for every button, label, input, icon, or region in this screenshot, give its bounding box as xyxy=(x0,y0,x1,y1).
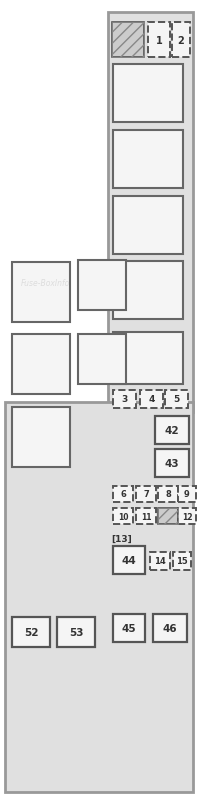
Bar xyxy=(158,486,178,502)
Text: 53: 53 xyxy=(69,627,83,638)
Bar xyxy=(140,391,163,408)
Text: 52: 52 xyxy=(24,627,38,638)
Text: 15: 15 xyxy=(176,557,188,565)
Text: 5: 5 xyxy=(173,395,180,404)
Bar xyxy=(165,391,188,408)
Bar xyxy=(155,416,189,444)
Bar xyxy=(113,196,183,255)
Text: 3: 3 xyxy=(121,395,128,404)
Bar xyxy=(57,618,95,647)
Text: Fuse-BoxInfo: Fuse-BoxInfo xyxy=(20,278,70,287)
Bar xyxy=(158,508,178,525)
Bar xyxy=(12,263,70,322)
Text: 43: 43 xyxy=(165,459,179,468)
Bar xyxy=(113,261,183,320)
Bar xyxy=(113,508,133,525)
Bar xyxy=(178,508,196,525)
Bar xyxy=(158,508,178,525)
Text: 46: 46 xyxy=(163,623,177,634)
Bar xyxy=(113,65,183,123)
Bar xyxy=(113,131,183,188)
Bar xyxy=(136,508,156,525)
Text: 42: 42 xyxy=(165,426,179,435)
Bar xyxy=(113,486,133,502)
Bar xyxy=(78,334,126,384)
Bar xyxy=(112,23,144,58)
Bar xyxy=(178,486,196,502)
Bar xyxy=(173,553,191,570)
Bar xyxy=(153,614,187,642)
Bar xyxy=(113,391,136,408)
Text: 4: 4 xyxy=(148,395,155,404)
Bar xyxy=(78,261,126,310)
Bar xyxy=(113,614,145,642)
Bar xyxy=(136,486,156,502)
Bar xyxy=(172,23,190,58)
Polygon shape xyxy=(8,15,192,790)
Text: 1: 1 xyxy=(156,35,162,46)
Text: 10: 10 xyxy=(118,512,128,520)
Bar xyxy=(148,23,170,58)
Bar xyxy=(113,333,183,384)
Bar xyxy=(12,618,50,647)
Text: 12: 12 xyxy=(182,512,192,520)
Bar xyxy=(155,449,189,477)
Text: 14: 14 xyxy=(154,557,166,565)
Bar xyxy=(12,334,70,395)
Text: 7: 7 xyxy=(143,490,149,499)
Text: 11: 11 xyxy=(141,512,151,520)
Text: 6: 6 xyxy=(120,490,126,499)
Text: 8: 8 xyxy=(165,490,171,499)
Text: 45: 45 xyxy=(122,623,136,634)
Bar xyxy=(108,13,193,412)
Text: 44: 44 xyxy=(122,555,136,565)
Bar xyxy=(112,23,144,58)
Text: [13]: [13] xyxy=(112,534,132,543)
Bar xyxy=(150,553,170,570)
Bar xyxy=(113,546,145,574)
Bar xyxy=(12,407,70,468)
Text: 2: 2 xyxy=(178,35,184,46)
Text: 9: 9 xyxy=(184,490,190,499)
Bar xyxy=(5,403,193,792)
